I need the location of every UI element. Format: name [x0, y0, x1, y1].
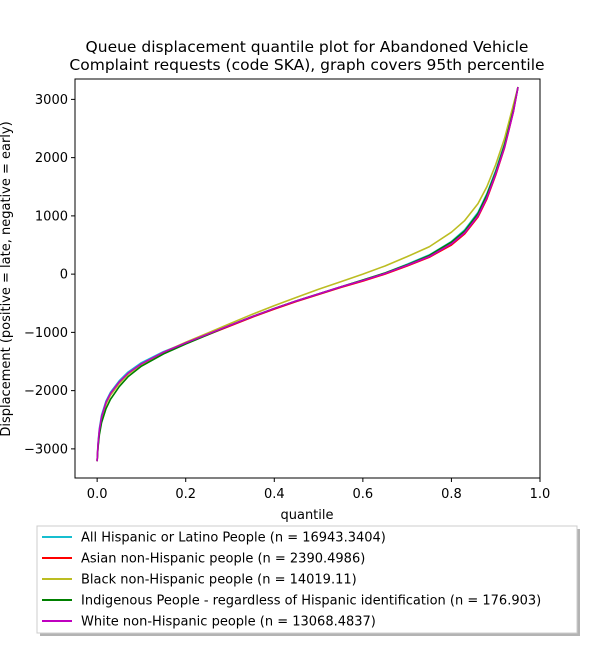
plot-area: 0.0 0.2 0.4 0.6 0.8 1.0 −3000 −2000 −1000 0 1000 2… [24, 78, 551, 502]
x-tick-label: 1.0 [530, 487, 551, 502]
y-tick-label: 0 [60, 268, 68, 283]
legend-label-3: Black non-Hispanic people (n = 14019.11) [81, 573, 357, 588]
legend-box [36, 525, 578, 634]
chart-title-line-2: Complaint requests (code SKA), graph cov… [69, 56, 544, 74]
y-tick-label: 2000 [35, 151, 68, 166]
y-tick-label: 1000 [35, 209, 68, 224]
legend-label-5: White non-Hispanic people (n = 13068.483… [81, 615, 376, 630]
legend: All Hispanic or Latino People (n = 16943… [36, 525, 580, 636]
series-layer [96, 86, 519, 462]
x-axis-label: quantile [280, 508, 333, 523]
legend-label-2: Asian non-Hispanic people (n = 2390.4986… [81, 552, 365, 567]
plot-frame [74, 78, 541, 479]
x-tick-label: 0.4 [264, 487, 285, 502]
legend-entries: All Hispanic or Latino People (n = 16943… [42, 531, 541, 630]
x-tick-label: 0.8 [441, 487, 462, 502]
legend-label-1: All Hispanic or Latino People (n = 16943… [81, 531, 386, 546]
x-tick-label: 0.0 [87, 487, 108, 502]
y-tick-label: −2000 [24, 384, 68, 399]
y-axis-label: Displacement (positive = late, negative … [0, 121, 14, 436]
series-line-5 [96, 86, 519, 462]
x-tick-label: 0.2 [175, 487, 196, 502]
y-tick-label: −3000 [24, 442, 68, 457]
y-axis: −3000 −2000 −1000 0 1000 2000 3000 [24, 93, 75, 457]
y-tick-label: −1000 [24, 326, 68, 341]
chart-title-line-1: Queue displacement quantile plot for Aba… [86, 38, 529, 56]
legend-label-4: Indigenous People - regardless of Hispan… [81, 594, 541, 609]
y-tick-label: 3000 [35, 93, 68, 108]
x-tick-label: 0.6 [353, 487, 374, 502]
x-axis: 0.0 0.2 0.4 0.6 0.8 1.0 [87, 478, 551, 502]
